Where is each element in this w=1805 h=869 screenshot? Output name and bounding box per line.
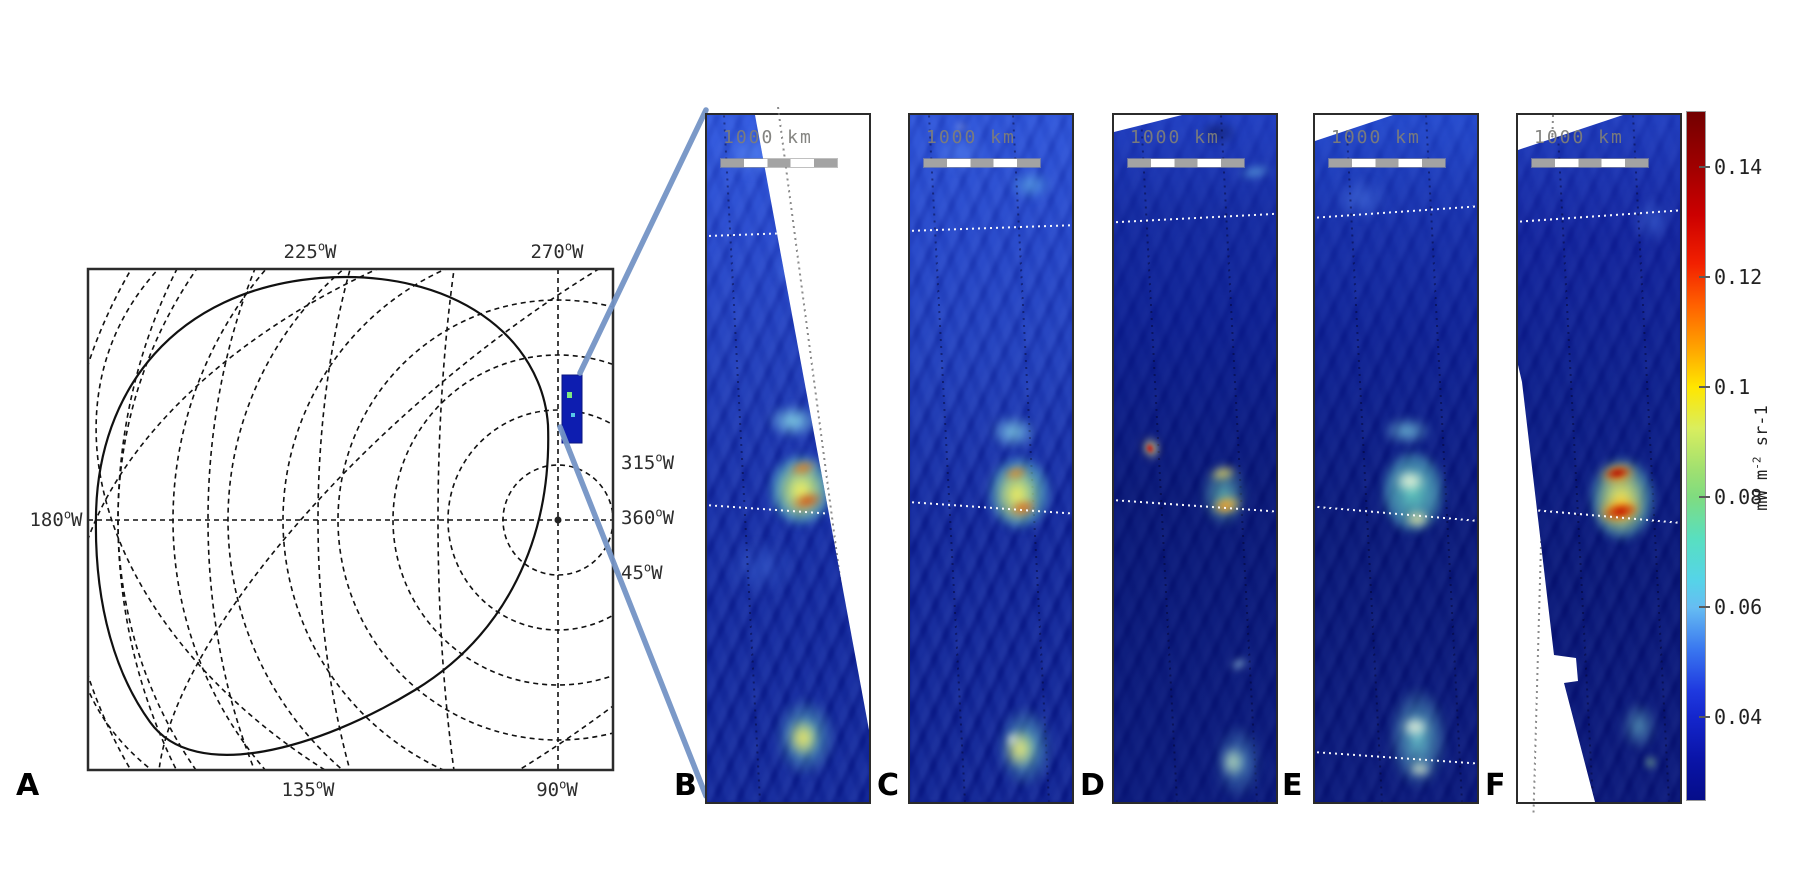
limb-outline xyxy=(94,275,550,756)
colorbar-tick xyxy=(1699,276,1710,278)
panel-label-a: A xyxy=(16,768,40,803)
swath-texture xyxy=(1114,115,1276,802)
image-strip-d: 1000 km xyxy=(1112,113,1278,804)
bright-patch xyxy=(922,127,997,179)
map-label-180w: 180oW xyxy=(29,507,83,531)
map-label-45w: 45oW xyxy=(621,560,663,584)
colorbar-tick xyxy=(1699,166,1710,168)
map-label-225w: 225oW xyxy=(283,239,337,263)
hotspot-bright-core xyxy=(1400,507,1434,531)
image-strip-e: 1000 km xyxy=(1313,113,1479,804)
colorbar-tick-label: 0.04 xyxy=(1714,705,1763,729)
swath-background xyxy=(1114,115,1276,802)
bottom-glow-core xyxy=(783,713,823,763)
colorbar-tick-label: 0.1 xyxy=(1714,375,1751,399)
map-label-315w: 315oW xyxy=(621,450,675,474)
bottom-glow-core xyxy=(1405,758,1435,780)
colorbar-tick xyxy=(1699,386,1710,388)
radiance-swath xyxy=(707,115,869,802)
scale-bar xyxy=(1329,159,1445,167)
map-graticule xyxy=(89,270,612,769)
zoom-connector-lines xyxy=(557,107,709,799)
bottom-glow-core xyxy=(1217,741,1249,783)
image-strip-f: 1000 km xyxy=(1516,113,1682,815)
observation-footprint xyxy=(561,374,583,444)
scale-bar-label: 1000 km xyxy=(1130,127,1220,148)
colorbar-tick-label: 0.08 xyxy=(1714,485,1763,509)
map-frame xyxy=(86,267,615,772)
colorbar-unit-label: mW m-2 sr-1 xyxy=(1750,405,1772,511)
panel-label-e: E xyxy=(1282,768,1303,803)
radiance-swath xyxy=(1518,115,1680,802)
panel-label-c: C xyxy=(877,768,900,803)
panel-label-d: D xyxy=(1080,768,1105,803)
scale-bar-label: 1000 km xyxy=(926,127,1016,148)
bright-patch xyxy=(713,530,808,605)
radiance-swath xyxy=(1114,115,1276,802)
scale-bar-label: 1000 km xyxy=(1534,127,1624,148)
bottom-glow-bright-dot xyxy=(1005,731,1020,748)
panel-label-b: B xyxy=(674,768,697,803)
scale-bar-label: 1000 km xyxy=(723,127,813,148)
scale-bar xyxy=(1128,159,1244,167)
colorbar-tick-label: 0.12 xyxy=(1714,265,1763,289)
map-label-270w: 270oW xyxy=(530,239,584,263)
bottom-glow-core xyxy=(1616,695,1662,757)
bottom-glow-core xyxy=(1000,723,1040,775)
image-strip-c: 1000 km xyxy=(908,113,1074,804)
hotspot-bright-core xyxy=(1389,465,1431,497)
bright-patch xyxy=(1626,190,1678,252)
map-label-135w: 135oW xyxy=(281,777,335,801)
radiance-swath xyxy=(1315,115,1477,802)
bright-dot xyxy=(956,123,967,132)
bottom-glow-core xyxy=(1397,713,1433,741)
radiance-swath xyxy=(910,115,1072,802)
scale-bar xyxy=(924,159,1040,167)
image-strip-b: 1000 km xyxy=(705,106,871,804)
dark-patch xyxy=(1192,117,1244,149)
scale-bar xyxy=(721,159,837,167)
colorbar-tick xyxy=(1699,716,1710,718)
colorbar-tick xyxy=(1699,496,1710,498)
scale-bar xyxy=(1532,159,1648,167)
colorbar-tick-label: 0.14 xyxy=(1714,155,1763,179)
colorbar xyxy=(1687,112,1705,800)
map-label-90w: 90oW xyxy=(536,777,578,801)
colorbar-tick-label: 0.06 xyxy=(1714,595,1763,619)
scale-bar-label: 1000 km xyxy=(1331,127,1421,148)
bright-dot xyxy=(1644,755,1657,770)
map-label-360w: 360oW xyxy=(621,505,675,529)
colorbar-tick xyxy=(1699,606,1710,608)
panel-label-f: F xyxy=(1485,768,1506,803)
bright-patch xyxy=(1002,165,1060,205)
bright-patch xyxy=(1323,170,1398,228)
map-center-dot xyxy=(554,516,562,524)
